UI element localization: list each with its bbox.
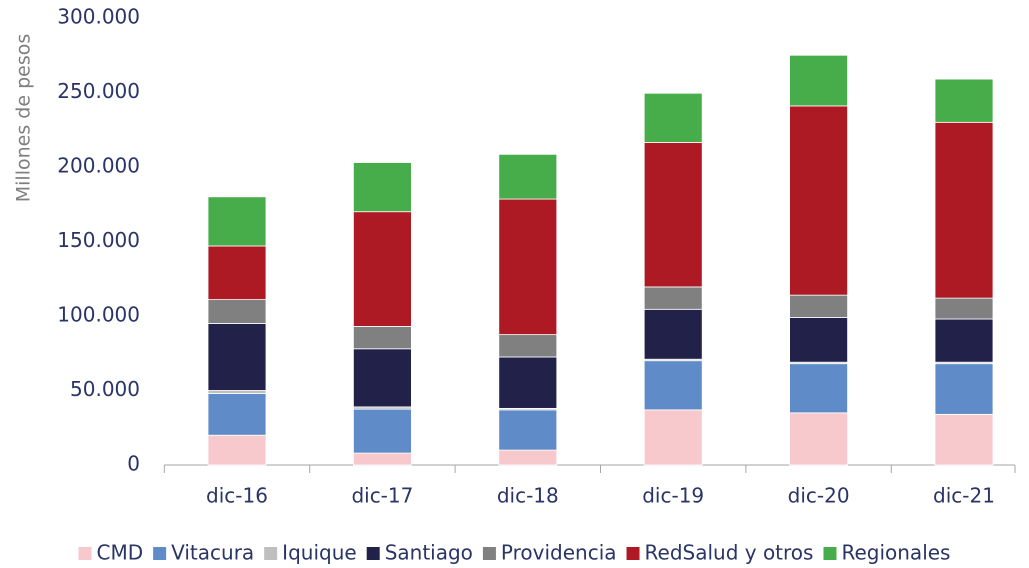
y-tick-label: 0 <box>127 452 140 476</box>
bar-segment <box>207 393 267 436</box>
bar-segment <box>789 294 848 318</box>
bar-segment <box>789 105 848 296</box>
bar-segment <box>643 286 703 310</box>
x-tick-label: dic-18 <box>497 484 559 508</box>
y-tick-label: 50.000 <box>70 377 140 401</box>
bar-segment <box>789 412 848 466</box>
bar-segment <box>498 334 558 358</box>
x-tick-label: dic-17 <box>351 484 413 508</box>
legend-label: Regionales <box>841 541 950 565</box>
legend-label: Providencia <box>501 541 617 565</box>
y-axis-label: Millones de pesos <box>13 34 35 203</box>
legend-label: CMD <box>97 541 144 565</box>
bar-segment <box>789 363 848 414</box>
bar-segment <box>934 297 994 320</box>
y-tick-label: 150.000 <box>57 228 140 252</box>
bar-segment <box>207 323 267 391</box>
bar-segment <box>352 162 412 213</box>
x-tick-label: dic-21 <box>933 484 995 508</box>
bar-segment <box>934 78 994 123</box>
bar-segment <box>498 198 558 336</box>
bar-segment <box>643 142 703 288</box>
bar-segment <box>207 245 267 301</box>
bar-segment <box>352 211 412 327</box>
legend-swatch <box>626 547 640 560</box>
x-tick-label: dic-16 <box>206 484 268 508</box>
bar-segment <box>207 196 267 247</box>
y-tick-label: 100.000 <box>57 303 140 327</box>
bar-segment <box>789 54 848 107</box>
bar-segment <box>352 348 412 408</box>
legend-swatch <box>153 547 167 560</box>
y-tick-label: 300.000 <box>57 5 140 29</box>
legend-label: Santiago <box>385 541 473 565</box>
bar-segment <box>352 452 412 466</box>
x-tick-label: dic-20 <box>788 484 850 508</box>
bar-segment <box>643 409 703 466</box>
bar-segment <box>352 408 412 454</box>
y-tick-label: 200.000 <box>57 154 140 178</box>
bar-segment <box>207 434 267 466</box>
bar-segment <box>207 299 267 324</box>
legend-swatch <box>482 547 496 560</box>
legend-swatch <box>78 547 92 560</box>
bar-segment <box>207 390 267 394</box>
bar-segment <box>643 308 703 360</box>
bar-segment <box>934 413 994 466</box>
legend-swatch <box>264 547 278 560</box>
bar-segment <box>643 360 703 411</box>
bar-segment <box>498 449 558 466</box>
bar-segment <box>934 121 994 299</box>
bar-segment <box>498 409 558 451</box>
legend-swatch <box>366 547 380 560</box>
bar-segment <box>934 363 994 415</box>
legend-label: Iquique <box>282 541 357 565</box>
legend-swatch <box>823 547 837 560</box>
legend-label: RedSalud y otros <box>645 541 814 565</box>
bar-segment <box>498 356 558 409</box>
bar-segment <box>789 317 848 363</box>
bar-segment <box>934 318 994 363</box>
bar-segment <box>643 92 703 143</box>
bar-segment <box>498 153 558 200</box>
y-tick-label: 250.000 <box>57 79 140 103</box>
legend-label: Vitacura <box>171 541 254 565</box>
x-tick-label: dic-19 <box>642 484 704 508</box>
bar-segment <box>352 326 412 350</box>
